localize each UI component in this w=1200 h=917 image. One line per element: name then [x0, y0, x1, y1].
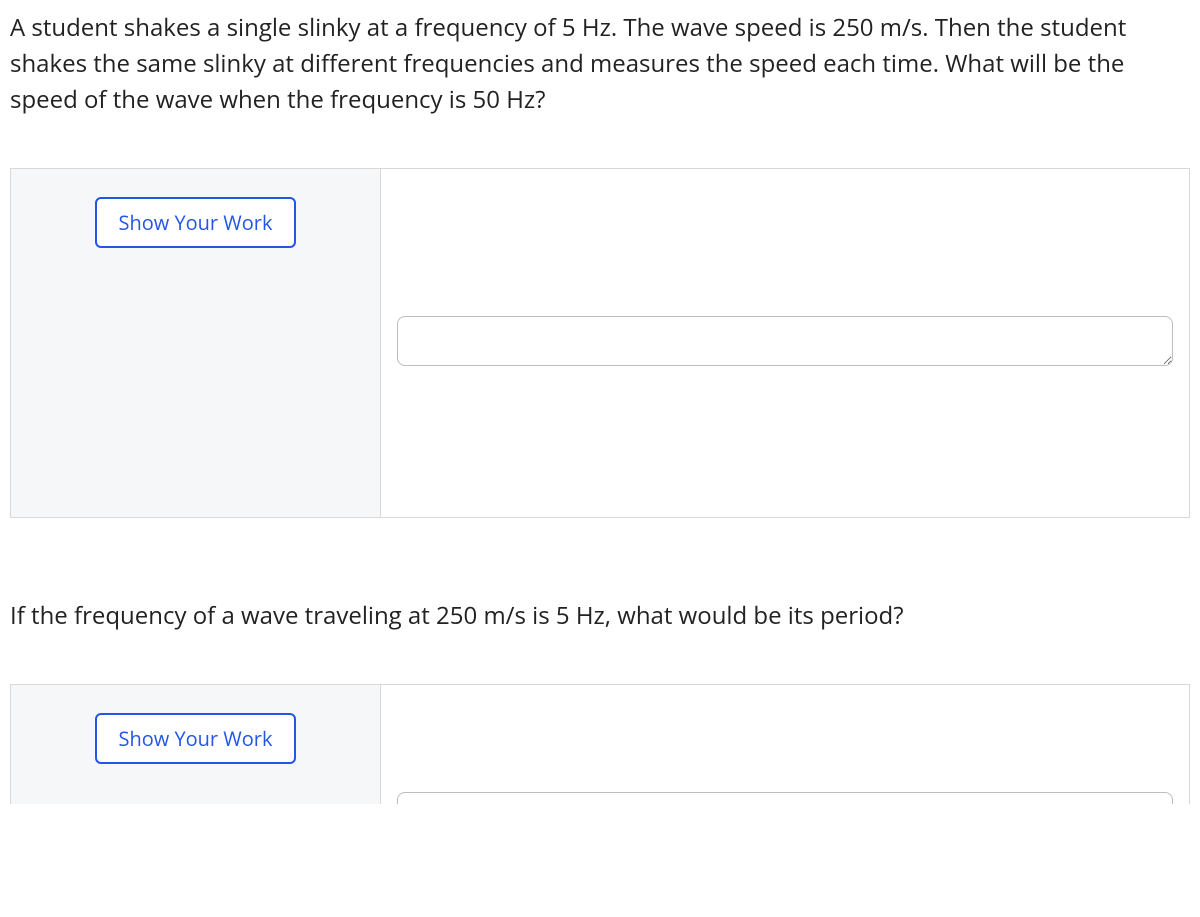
answer-input-2-partial[interactable] [397, 792, 1173, 804]
answer-input-1[interactable] [397, 316, 1173, 366]
answer-block-2: Show Your Work [10, 684, 1190, 804]
question-1-text: A student shakes a single slinky at a fr… [0, 0, 1200, 128]
show-your-work-button-2[interactable]: Show Your Work [95, 713, 297, 764]
show-your-work-button-1[interactable]: Show Your Work [95, 197, 297, 248]
question-2-text: If the frequency of a wave traveling at … [0, 588, 1200, 644]
input-panel-1 [381, 169, 1189, 517]
work-panel-1: Show Your Work [11, 169, 381, 517]
work-panel-2: Show Your Work [11, 685, 381, 804]
answer-block-1: Show Your Work [10, 168, 1190, 518]
input-panel-2 [381, 685, 1189, 804]
